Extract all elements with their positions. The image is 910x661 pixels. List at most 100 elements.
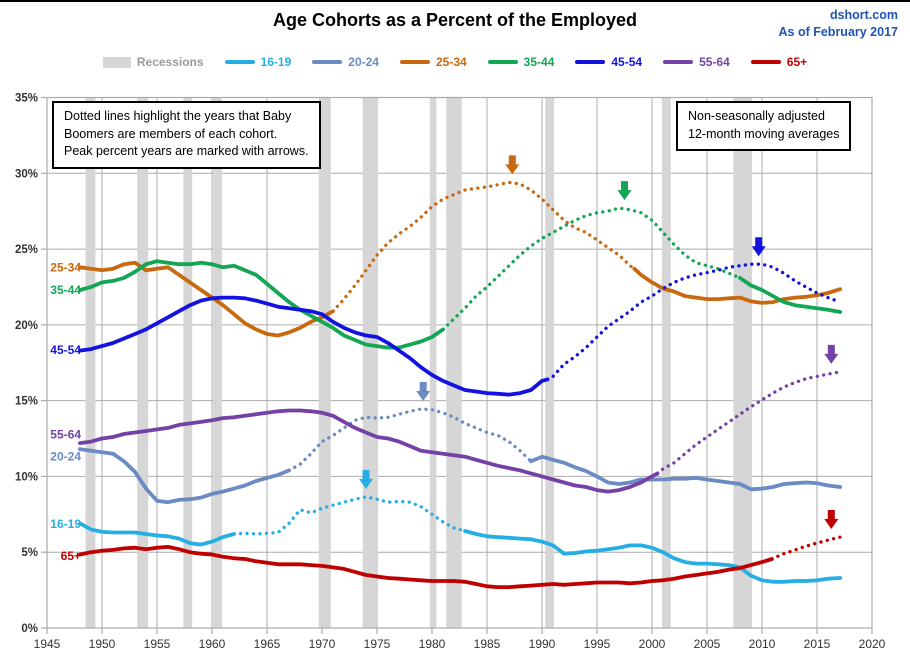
recession-band [446, 97, 462, 628]
x-tick-label: 1950 [89, 637, 116, 651]
page-title: Age Cohorts as a Percent of the Employed [272, 10, 638, 30]
legend-item-5564[interactable]: 55-64 [663, 55, 730, 69]
peak-arrow-55-64 [824, 344, 839, 364]
peak-arrow-25-34 [505, 155, 520, 175]
x-tick-label: 1985 [474, 637, 501, 651]
series-25-34-dotted [331, 180, 637, 313]
legend-label: 55-64 [699, 55, 730, 69]
note-line: Non-seasonally adjusted [688, 109, 825, 123]
note-line: Dotted lines highlight the years that Ba… [64, 109, 292, 123]
plot-border [46, 96, 873, 629]
series-label-25-34: 25-34 [50, 260, 81, 274]
series-swatch [399, 60, 430, 64]
series-swatch [663, 60, 694, 64]
recession-swatch [102, 56, 131, 68]
y-tick-label: 30% [15, 168, 38, 180]
recession-band [429, 97, 437, 628]
x-tick-label: 2015 [804, 637, 831, 651]
y-tick-label: 5% [21, 547, 38, 559]
series-label-45-54: 45-54 [50, 343, 81, 357]
series-16-19-solid [78, 521, 236, 547]
x-tick-label: 1955 [144, 637, 171, 651]
x-tick-label: 1975 [364, 637, 391, 651]
series-65plus-dotted [770, 535, 842, 561]
series-20-24-solid [529, 454, 842, 492]
legend-label: 65+ [786, 55, 808, 69]
series-20-24-solid [78, 447, 291, 505]
note-box-baby-boomers: Dotted lines highlight the years that Ba… [52, 101, 321, 169]
y-tick-label: 0% [21, 623, 38, 635]
x-tick-label: 2000 [639, 637, 666, 651]
legend-item-3544[interactable]: 35-44 [487, 55, 555, 69]
series-25-34-solid [78, 260, 335, 338]
series-35-44-dotted [441, 206, 742, 332]
recession-band [213, 97, 222, 628]
series-label-35-44: 35-44 [50, 283, 81, 297]
series-35-44-solid [738, 275, 842, 314]
note-line: 12-month moving averages [688, 126, 840, 141]
series-16-19-solid [463, 529, 842, 584]
series-swatch [487, 60, 518, 64]
recession-band [137, 97, 149, 628]
x-tick-label: 1980 [419, 637, 446, 651]
x-tick-label: 2010 [749, 637, 776, 651]
series-label-16-19: 16-19 [50, 517, 81, 531]
series-65plus-solid [78, 545, 774, 589]
recession-band [85, 97, 96, 628]
note-line: Peak percent years are marked with arrow… [64, 144, 309, 158]
x-tick-label: 1995 [584, 637, 611, 651]
series-55-64-solid [78, 408, 660, 494]
recession-band [318, 97, 331, 628]
legend-label: 35-44 [523, 55, 555, 69]
note-box-adjustment: Non-seasonally adjusted 12-month moving … [676, 101, 852, 151]
as-of-date: As of February 2017 [778, 25, 899, 39]
series-20-24-dotted [287, 407, 533, 473]
y-tick-label: 20% [15, 320, 38, 332]
legend-item-65[interactable]: 65+ [750, 55, 808, 69]
legend-item-2024[interactable]: 20-24 [312, 55, 379, 69]
peak-arrow-35-44 [617, 181, 632, 201]
series-label-55-64: 55-64 [50, 428, 81, 442]
legend-label: 45-54 [611, 55, 643, 69]
legend-label: 25-34 [435, 55, 467, 69]
x-tick-label: 1970 [309, 637, 336, 651]
peak-arrow-16-19 [359, 469, 373, 489]
source-block: dshort.com As of February 2017 [779, 7, 899, 41]
y-tick-label: 10% [15, 471, 38, 483]
legend-label: Recessions [136, 55, 204, 69]
note-line: Boomers are members of each cohort. [64, 126, 278, 141]
peak-arrow-20-24 [416, 381, 431, 401]
series-label-20-24: 20-24 [50, 450, 81, 464]
series-swatch [312, 60, 343, 64]
series-swatch [224, 60, 255, 64]
x-tick-label: 1990 [529, 637, 556, 651]
legend-item-1619[interactable]: 16-19 [224, 55, 292, 69]
y-tick-label: 35% [15, 93, 38, 105]
x-tick-label: 1965 [254, 637, 281, 651]
x-tick-label: 2020 [859, 637, 886, 651]
peak-arrow-45-54 [751, 237, 766, 257]
series-45-54-dotted [545, 262, 842, 382]
x-tick-label: 1960 [199, 637, 226, 651]
peak-arrow-65plus [824, 510, 839, 530]
recession-band [362, 97, 379, 628]
x-tick-label: 1945 [34, 637, 61, 651]
source-site-link[interactable]: dshort.com [829, 8, 898, 22]
series-swatch [575, 60, 606, 64]
legend-item-4554[interactable]: 45-54 [575, 55, 642, 69]
legend-item-recessions[interactable]: Recessions [102, 55, 204, 69]
series-label-65plus: 65+ [61, 549, 81, 563]
series-45-54-solid [78, 295, 550, 397]
legend-label: 20-24 [348, 55, 379, 69]
y-tick-label: 25% [15, 244, 38, 256]
legend-item-2534[interactable]: 25-34 [399, 55, 467, 69]
chart-legend: Recessions 16-19 20-24 25-34 35-44 45-54 55-64… [0, 55, 910, 69]
y-tick-label: 15% [15, 396, 38, 408]
legend-label: 16-19 [260, 55, 292, 69]
recession-band [183, 97, 193, 628]
recession-band [733, 97, 753, 628]
series-35-44-solid [78, 259, 445, 350]
recession-band [661, 97, 671, 628]
